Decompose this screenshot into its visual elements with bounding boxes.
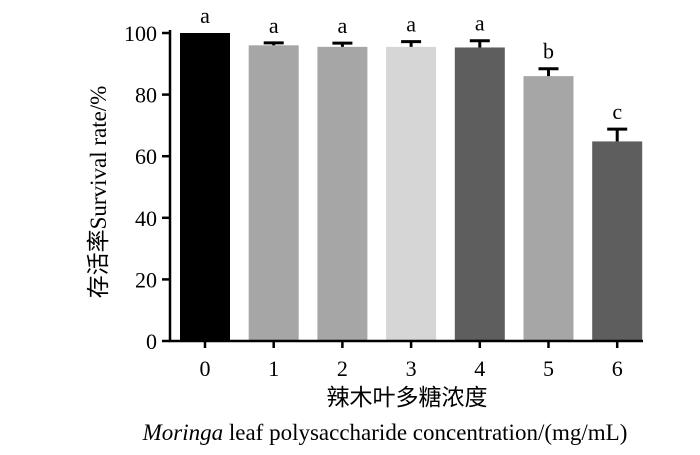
bar-5 [523, 76, 574, 342]
significance-label-1: a [269, 13, 279, 38]
bar-3 [386, 46, 437, 342]
y-ticks-layer: 0 20 40 60 80 100 [124, 21, 170, 354]
significance-label-0: a [200, 3, 210, 28]
x-axis-title-cn: 辣木叶多糖浓度 [327, 385, 488, 410]
significance-labels-layer: a a a a a b c [200, 3, 622, 124]
y-tick-label-0: 0 [146, 329, 157, 354]
bar-1 [248, 45, 299, 341]
significance-label-4: a [475, 11, 485, 36]
y-tick-label-40: 40 [135, 206, 157, 231]
axes-layer [168, 30, 643, 343]
bar-4 [454, 47, 505, 341]
x-axis-title-en: Moringa leaf polysaccharide concentratio… [142, 420, 628, 445]
y-axis-title: 存活率Survival rate/% [86, 86, 111, 299]
y-tick-label-100: 100 [124, 21, 157, 46]
bar-0 [180, 33, 230, 341]
y-axis-title-cn: 存活率 [86, 229, 111, 298]
x-tick-label-6: 6 [612, 356, 623, 381]
significance-label-6: c [612, 99, 622, 124]
y-tick-label-80: 80 [135, 83, 157, 108]
y-tick-label-60: 60 [135, 144, 157, 169]
x-tick-label-2: 2 [337, 356, 348, 381]
x-axis-title-en-italic: Moringa [142, 420, 224, 445]
x-tick-label-0: 0 [200, 356, 211, 381]
x-tick-label-5: 5 [543, 356, 554, 381]
x-ticks-layer: 0 1 2 3 4 5 6 [200, 341, 623, 381]
x-tick-label-1: 1 [268, 356, 279, 381]
bars-layer [180, 33, 643, 342]
x-tick-label-4: 4 [474, 356, 485, 381]
y-axis-title-en: Survival rate/% [86, 86, 111, 230]
x-axis-title-en-rest: leaf polysaccharide concentration/(mg/mL… [223, 420, 627, 445]
significance-label-5: b [543, 39, 554, 64]
error-bars-layer [263, 39, 628, 142]
x-tick-label-3: 3 [406, 356, 417, 381]
bar-2 [317, 46, 368, 342]
bar-6 [592, 141, 643, 341]
y-tick-label-20: 20 [135, 267, 157, 292]
significance-label-3: a [406, 12, 416, 37]
significance-label-2: a [338, 13, 348, 38]
